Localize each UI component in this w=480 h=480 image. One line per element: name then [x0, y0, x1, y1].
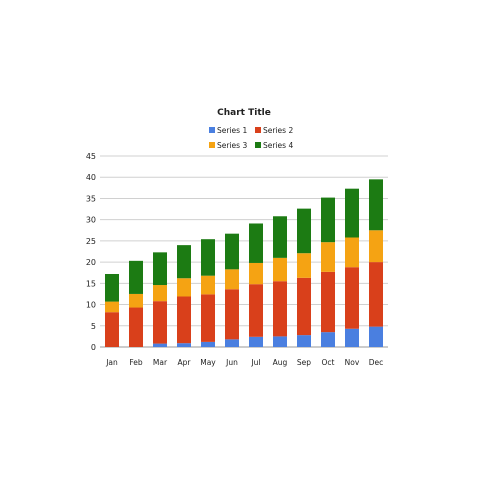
legend-swatch	[209, 142, 215, 148]
bar-segment	[297, 253, 311, 278]
bar-segment	[273, 257, 287, 282]
x-tick-label: Sep	[297, 358, 311, 367]
bar-segment	[369, 179, 383, 231]
bar-segment	[201, 341, 215, 347]
bar-segment	[345, 328, 359, 347]
bar-segment	[249, 262, 263, 285]
legend-label: Series 4	[263, 141, 293, 150]
bar-segment	[129, 293, 143, 308]
x-tick-label: Oct	[322, 358, 335, 367]
bar-segment	[177, 278, 191, 297]
bar-segment	[153, 301, 167, 344]
y-tick-label: 30	[86, 216, 96, 225]
x-axis: Jan Feb Mar Apr May Jun Jul Aug Sep Oct Nov Dec	[105, 358, 383, 367]
y-tick-label: 5	[91, 322, 96, 331]
bar-segment	[129, 260, 143, 294]
bar-segment	[225, 289, 239, 340]
y-axis: 0 5 10 15 20 25 30 35 40 45	[86, 152, 96, 352]
bar-segment	[153, 343, 167, 347]
y-tick-label: 25	[86, 237, 96, 246]
legend-label: Series 1	[217, 126, 247, 135]
x-tick-label: Dec	[369, 358, 384, 367]
legend-swatch	[209, 127, 215, 133]
x-tick-label: Jan	[105, 358, 118, 367]
bar-segment	[297, 208, 311, 254]
y-tick-label: 40	[86, 173, 96, 182]
bar-segment	[225, 269, 239, 290]
bar-segment	[321, 271, 335, 333]
bar-segment	[105, 312, 119, 347]
x-tick-label: Aug	[273, 358, 288, 367]
bar-segment	[345, 267, 359, 329]
bars	[105, 179, 383, 347]
bar-segment	[321, 197, 335, 243]
y-tick-label: 15	[86, 279, 96, 288]
x-tick-label: Apr	[178, 358, 192, 367]
bar-segment	[201, 294, 215, 342]
y-tick-label: 45	[86, 152, 96, 161]
gridlines	[100, 155, 388, 348]
bar-segment	[201, 239, 215, 276]
bar-segment	[273, 281, 287, 337]
legend-swatch	[255, 142, 261, 148]
bar-segment	[129, 307, 143, 347]
bar-segment	[369, 326, 383, 347]
bar-segment	[225, 339, 239, 347]
bar-segment	[369, 262, 383, 327]
bar-segment	[153, 252, 167, 286]
bar-segment	[369, 230, 383, 263]
bar-segment	[249, 336, 263, 347]
x-tick-label: Nov	[345, 358, 360, 367]
bar-segment	[249, 223, 263, 263]
legend-swatch	[255, 127, 261, 133]
bar-segment	[177, 245, 191, 279]
bar-segment	[105, 301, 119, 313]
bar-segment	[345, 237, 359, 268]
x-tick-label: May	[200, 358, 216, 367]
legend-label: Series 3	[217, 141, 247, 150]
bar-segment	[225, 233, 239, 270]
x-tick-label: Feb	[129, 358, 143, 367]
chart-title: Chart Title	[217, 108, 271, 118]
bar-segment	[345, 188, 359, 238]
bar-segment	[249, 284, 263, 337]
bar-segment	[273, 216, 287, 258]
bar-segment	[201, 275, 215, 295]
bar-segment	[177, 343, 191, 347]
x-tick-label: Mar	[153, 358, 168, 367]
bar-segment	[297, 277, 311, 336]
bar-segment	[321, 332, 335, 347]
x-tick-label: Jul	[250, 358, 260, 367]
y-tick-label: 10	[86, 301, 96, 310]
legend-label: Series 2	[263, 126, 293, 135]
bar-segment	[177, 296, 191, 344]
bar-segment	[153, 285, 167, 302]
y-tick-label: 0	[91, 343, 96, 352]
bar-segment	[105, 273, 119, 302]
y-tick-label: 35	[86, 194, 96, 203]
bar-segment	[321, 242, 335, 272]
bar-segment	[273, 336, 287, 347]
legend: Series 1 Series 2 Series 3 Series 4	[209, 126, 293, 150]
bar-segment	[297, 335, 311, 347]
y-tick-label: 20	[86, 258, 96, 267]
x-tick-label: Jun	[225, 358, 238, 367]
